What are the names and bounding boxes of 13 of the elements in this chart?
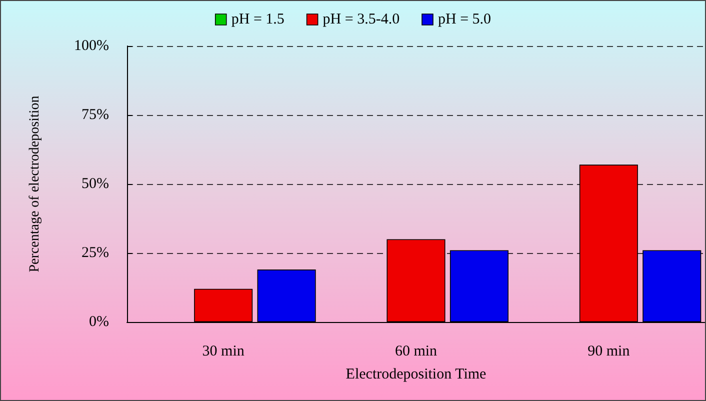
y-axis-title: Percentage of electrodeposition — [28, 96, 42, 272]
y-tick-label: 100% — [74, 38, 109, 54]
legend-label: pH = 5.0 — [438, 12, 492, 28]
x-axis-title: Electrodeposition Time — [346, 366, 487, 382]
legend-label: pH = 1.5 — [231, 12, 284, 28]
y-tick-label: 75% — [82, 107, 109, 123]
x-tick-label: 60 min — [394, 344, 438, 360]
x-tick-label: 90 min — [588, 344, 630, 360]
legend-label: pH = 3.5-4.0 — [322, 12, 400, 28]
y-tick-label: 25% — [82, 245, 109, 261]
x-tick-label: 30 min — [202, 344, 245, 360]
y-tick-label: 0% — [89, 314, 109, 330]
y-tick-label: 50% — [82, 176, 109, 192]
